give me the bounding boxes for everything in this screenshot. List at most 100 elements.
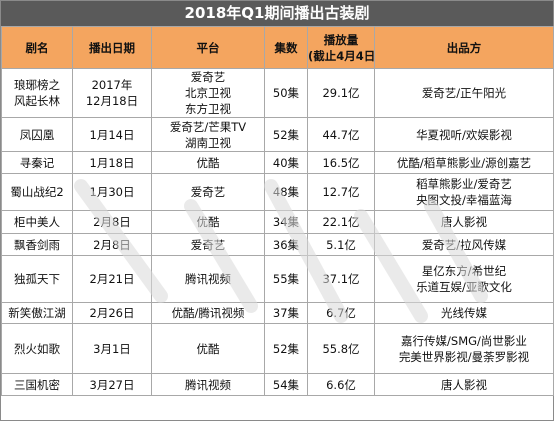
cell-platform-line: 北京卫视 (185, 86, 231, 100)
header-name: 剧名 (1, 26, 73, 69)
cell-platform-line: 优酷 (196, 155, 220, 170)
cell-platform-line: 东方卫视 (185, 102, 231, 116)
cell-episodes: 36集 (264, 233, 308, 256)
cell-producer: 嘉行传媒/SMG/尚世影业 完美世界影视/曼荼罗影视 (374, 323, 554, 374)
cell-name: 寻秦记 (1, 151, 73, 174)
table-row: 新笑傲江湖 2月26日 优酷/腾讯视频 37集 6.7亿 光线传媒 (1, 302, 554, 324)
table-row: 蜀山战纪2 1月30日 爱奇艺 48集 12.7亿 稻草熊影业/爱奇艺 央图文投/幸福蓝海 (1, 173, 554, 211)
cell-platform: 优酷/腾讯视频 (151, 302, 265, 324)
cell-date-line: 2月8日 (93, 237, 131, 252)
cell-name-line: 蜀山战纪2 (10, 185, 64, 199)
cell-platform: 爱奇艺北京卫视东方卫视 (151, 68, 265, 118)
cell-date-line: 3月27日 (89, 377, 135, 392)
cell-producer-line: 嘉行传媒/SMG/尚世影业 (401, 333, 527, 348)
cell-producer-line: 完美世界影视/曼荼罗影视 (398, 349, 530, 364)
table-row: 凤囚凰 1月14日 爱奇艺/芒果TV 湖南卫视 52集 44.7亿 华夏视听/欢娱影视 (1, 117, 554, 152)
table-row: 独孤天下 2月21日 腾讯视频 55集 37.1亿 星亿东方/希世纪 乐道互娱/亚歌文化 (1, 255, 554, 303)
cell-name-line: 新笑傲江湖 (8, 306, 66, 320)
cell-episodes: 55集 (264, 255, 308, 303)
cell-date-line: 2月8日 (93, 215, 131, 229)
cell-views: 16.5亿 (307, 151, 375, 174)
cell-name: 琅琊榜之 风起长林 (1, 68, 73, 118)
cell-platform-line: 优酷/腾讯视频 (171, 306, 245, 320)
cell-views: 37.1亿 (307, 255, 375, 303)
table-body: 琅琊榜之 风起长林 2017年 12月18日 爱奇艺 北京卫视 东方卫视 50集 29.1亿 爱奇… (1, 68, 554, 396)
cell-producer: 星亿东方/希世纪 乐道互娱/亚歌文化 (374, 255, 554, 303)
cell-episodes: 50集 (264, 68, 308, 118)
cell-name-line: 风起长林 (14, 94, 60, 108)
cell-producer-line: 稻草熊影业/爱奇艺 (416, 177, 512, 191)
cell-producer: 爱奇艺/拉风传媒 (374, 233, 554, 256)
cell-platform-line: 爱奇艺/芒果TV (169, 119, 247, 134)
header-views-line2: (截止4月4日) (308, 48, 375, 63)
cell-date-line: 1月14日 (89, 127, 135, 142)
cell-platform: 优酷 (151, 210, 265, 234)
header-producer: 出品方 (374, 26, 554, 69)
cell-producer-line: 唐人影视 (441, 377, 487, 392)
cell-date: 1月30日 (72, 173, 152, 211)
cell-producer: 爱奇艺/正午阳光 (374, 68, 554, 118)
header-date: 播出日期 (72, 26, 152, 69)
cell-name-line: 飘香剑雨 (14, 237, 60, 252)
cell-date: 3月27日 (72, 373, 152, 396)
table-row: 三国机密 3月27日 腾讯视频 54集 6.6亿 唐人影视 (1, 373, 554, 396)
cell-producer: 唐人影视 (374, 373, 554, 396)
cell-producer: 优酷/稻草熊影业/源创嘉艺 (374, 151, 554, 174)
cell-platform-line: 优酷 (196, 215, 220, 229)
cell-platform: 优酷 (151, 151, 265, 174)
cell-platform: 腾讯视频 (151, 373, 265, 396)
cell-views: 22.1亿 (307, 210, 375, 234)
cell-producer-line: 华夏视听/欢娱影视 (416, 127, 512, 142)
cell-views: 44.7亿 (307, 117, 375, 152)
cell-views: 29.1亿 (307, 68, 375, 118)
cell-platform-line: 湖南卫视 (185, 135, 231, 150)
cell-platform: 优酷 (151, 323, 265, 374)
table-title: 2018年Q1期间播出古装剧 (1, 1, 553, 26)
cell-episodes: 37集 (264, 302, 308, 324)
cell-producer: 稻草熊影业/爱奇艺 央图文投/幸福蓝海 (374, 173, 554, 211)
cell-platform-line: 爱奇艺 (190, 185, 226, 199)
cell-name: 柜中美人 (1, 210, 73, 234)
cell-platform-line: 爱奇艺 (190, 237, 226, 252)
cell-views: 5.1亿 (307, 233, 375, 256)
cell-date: 3月1日 (72, 323, 152, 374)
cell-episodes: 52集 (264, 117, 308, 152)
cell-platform-line: 腾讯视频 (185, 377, 231, 392)
cell-producer: 华夏视听/欢娱影视 (374, 117, 554, 152)
cell-name-line: 烈火如歌 (14, 341, 60, 356)
cell-views: 6.7亿 (307, 302, 375, 324)
cell-name: 三国机密 (1, 373, 73, 396)
cell-date: 2月8日 (72, 210, 152, 234)
cell-platform-line: 爱奇艺 (190, 70, 226, 84)
cell-producer-line: 爱奇艺/拉风传媒 (421, 237, 507, 252)
table-row: 飘香剑雨 2月8日 爱奇艺 36集 5.1亿 爱奇艺/拉风传媒 (1, 233, 554, 256)
cell-name-line: 琅琊榜之 (14, 78, 60, 92)
cell-platform: 爱奇艺 (151, 233, 265, 256)
cell-name-line: 寻秦记 (19, 155, 55, 170)
cell-episodes: 52集 (264, 323, 308, 374)
table-row: 琅琊榜之 风起长林 2017年 12月18日 爱奇艺 北京卫视 东方卫视 50集 29.1亿 爱奇… (1, 68, 554, 118)
header-platform: 平台 (151, 26, 265, 69)
header-episodes: 集数 (264, 26, 308, 69)
cell-date-line: 1月30日 (89, 185, 135, 199)
cell-producer: 唐人影视 (374, 210, 554, 234)
cell-name: 凤囚凰 (1, 117, 73, 152)
cell-name-line: 凤囚凰 (19, 127, 55, 142)
header-views: 播放量 (截止4月4日) (307, 26, 375, 69)
cell-name-line: 柜中美人 (14, 215, 60, 229)
cell-date: 2017年 12月18日 (72, 68, 152, 118)
cell-name: 烈火如歌 (1, 323, 73, 374)
cell-date: 2月8日 (72, 233, 152, 256)
table-row: 柜中美人 2月8日 优酷 34集 22.1亿 唐人影视 (1, 210, 554, 234)
cell-producer-line: 央图文投/幸福蓝海 (416, 193, 512, 207)
cell-platform: 腾讯视频 (151, 255, 265, 303)
cell-platform: 爱奇艺 (151, 173, 265, 211)
cell-producer: 光线传媒 (374, 302, 554, 324)
cell-name: 飘香剑雨 (1, 233, 73, 256)
cell-date-line: 3月1日 (93, 341, 131, 356)
table-row: 寻秦记 1月18日 优酷 40集 16.5亿 优酷/稻草熊影业/源创嘉艺 (1, 151, 554, 174)
cell-views: 12.7亿 (307, 173, 375, 211)
cell-date-line: 1月18日 (89, 155, 135, 170)
cell-episodes: 54集 (264, 373, 308, 396)
